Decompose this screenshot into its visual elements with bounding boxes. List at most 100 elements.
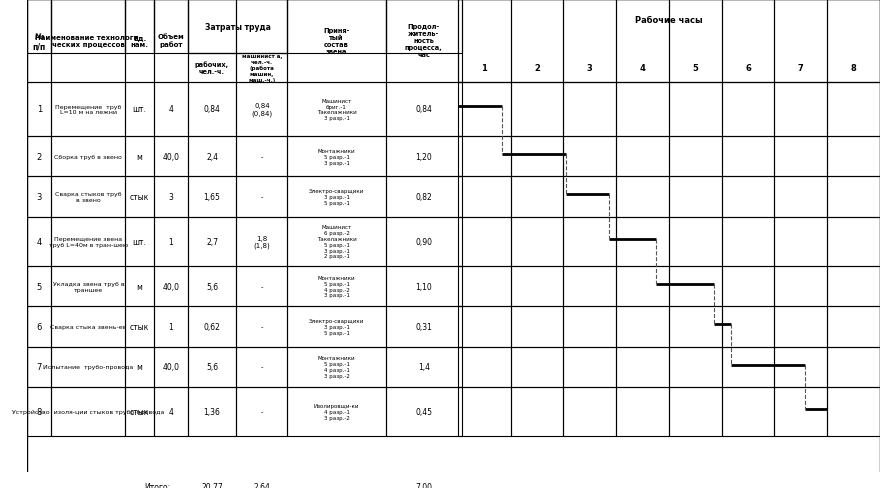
- Text: Приня-
тый
состав
звена: Приня- тый состав звена: [323, 28, 349, 55]
- Text: Машинист
6 разр.-2
Такелажники
5 разр.-1
3 разр.-1
2 разр.-1: Машинист 6 разр.-2 Такелажники 5 разр.-1…: [317, 225, 356, 259]
- Bar: [288, 217, 385, 266]
- Bar: [669, 82, 722, 137]
- Bar: [510, 307, 563, 347]
- Bar: [187, 217, 237, 266]
- Bar: [237, 54, 288, 82]
- Bar: [563, 477, 616, 488]
- Bar: [126, 82, 154, 137]
- Text: Электро-сварщики
3 разр.-1
5 разр.-1: Электро-сварщики 3 разр.-1 5 разр.-1: [309, 189, 364, 205]
- Bar: [187, 307, 237, 347]
- Bar: [563, 137, 616, 177]
- Bar: [187, 0, 288, 54]
- Bar: [510, 82, 563, 137]
- Text: 5: 5: [37, 282, 42, 291]
- Bar: [27, 82, 51, 137]
- Text: 1: 1: [168, 322, 173, 331]
- Bar: [458, 387, 510, 436]
- Bar: [722, 137, 774, 177]
- Bar: [458, 82, 510, 137]
- Text: 0,84: 0,84: [415, 105, 432, 114]
- Text: 7: 7: [37, 363, 42, 371]
- Text: №
п/п: № п/п: [33, 32, 46, 51]
- Text: 1,65: 1,65: [203, 192, 221, 202]
- Bar: [510, 387, 563, 436]
- Bar: [385, 387, 462, 436]
- Bar: [27, 0, 51, 54]
- Text: 3: 3: [37, 192, 42, 202]
- Bar: [385, 347, 462, 387]
- Bar: [126, 347, 154, 387]
- Bar: [154, 82, 187, 137]
- Text: 8: 8: [37, 407, 42, 416]
- Bar: [510, 177, 563, 217]
- Bar: [51, 347, 126, 387]
- Bar: [458, 266, 510, 307]
- Bar: [187, 266, 237, 307]
- Bar: [616, 307, 669, 347]
- Bar: [27, 477, 880, 488]
- Bar: [563, 82, 616, 137]
- Text: Рабочие часы: Рабочие часы: [635, 16, 703, 25]
- Bar: [774, 137, 827, 177]
- Bar: [563, 307, 616, 347]
- Text: машинист а,
чел.-ч.
(работа
машин,
маш.-ч.): машинист а, чел.-ч. (работа машин, маш.-…: [242, 54, 282, 82]
- Bar: [187, 177, 237, 217]
- Text: 40,0: 40,0: [162, 152, 180, 162]
- Text: 5,6: 5,6: [206, 363, 218, 371]
- Bar: [510, 347, 563, 387]
- Bar: [51, 137, 126, 177]
- Text: м: м: [136, 363, 143, 371]
- Bar: [237, 137, 288, 177]
- Bar: [669, 217, 722, 266]
- Bar: [827, 217, 880, 266]
- Bar: [722, 347, 774, 387]
- Bar: [616, 0, 669, 82]
- Bar: [288, 477, 385, 488]
- Bar: [385, 477, 462, 488]
- Bar: [187, 137, 237, 177]
- Text: 0,90: 0,90: [415, 237, 432, 246]
- Bar: [126, 307, 154, 347]
- Text: Испытание  трубо-провода: Испытание трубо-провода: [43, 365, 134, 369]
- Text: -: -: [260, 324, 263, 330]
- Bar: [51, 477, 126, 488]
- Text: 3: 3: [587, 64, 593, 73]
- Text: 1,8
(1,8): 1,8 (1,8): [253, 235, 270, 248]
- Bar: [288, 82, 385, 137]
- Bar: [126, 217, 154, 266]
- Bar: [616, 82, 669, 137]
- Bar: [27, 387, 51, 436]
- Bar: [237, 307, 288, 347]
- Bar: [722, 177, 774, 217]
- Text: Устройство  изоля-ции стыков трубо-провода: Устройство изоля-ции стыков трубо-провод…: [12, 409, 165, 414]
- Text: 1,36: 1,36: [203, 407, 221, 416]
- Text: -: -: [260, 154, 263, 160]
- Bar: [616, 347, 669, 387]
- Bar: [154, 0, 187, 54]
- Bar: [237, 82, 288, 137]
- Text: -: -: [260, 409, 263, 415]
- Bar: [669, 477, 722, 488]
- Bar: [237, 177, 288, 217]
- Bar: [154, 307, 187, 347]
- Text: м: м: [136, 152, 143, 162]
- Bar: [385, 137, 462, 177]
- Text: 1,20: 1,20: [415, 152, 432, 162]
- Bar: [51, 387, 126, 436]
- Text: Затраты труда: Затраты труда: [205, 22, 270, 32]
- Bar: [774, 217, 827, 266]
- Text: стык: стык: [130, 322, 150, 331]
- Bar: [27, 307, 51, 347]
- Text: Монтажники
5 разр.-1
3 разр.-1: Монтажники 5 разр.-1 3 разр.-1: [318, 149, 356, 165]
- Bar: [669, 137, 722, 177]
- Bar: [126, 0, 154, 82]
- Text: 1,4: 1,4: [418, 363, 429, 371]
- Text: 0,45: 0,45: [415, 407, 432, 416]
- Bar: [288, 177, 385, 217]
- Bar: [187, 82, 237, 137]
- Bar: [126, 387, 154, 436]
- Bar: [154, 0, 187, 82]
- Bar: [126, 266, 154, 307]
- Text: Изолировщи-ки
4 разр.-1
3 разр.-2: Изолировщи-ки 4 разр.-1 3 разр.-2: [314, 404, 359, 420]
- Bar: [827, 387, 880, 436]
